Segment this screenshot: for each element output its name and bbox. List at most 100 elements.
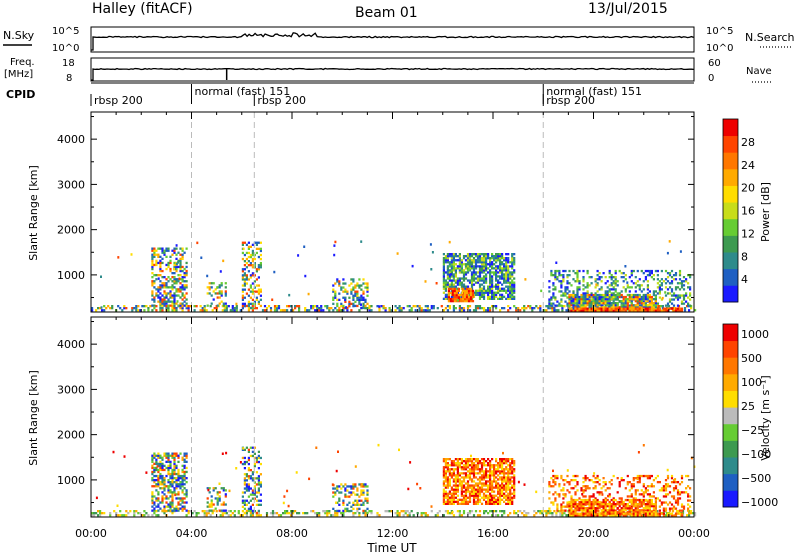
heatmap-cell — [257, 276, 260, 279]
heatmap-cell — [179, 497, 182, 500]
heatmap-cell — [491, 510, 494, 513]
heatmap-cell — [495, 472, 498, 475]
heatmap-cell — [167, 487, 170, 490]
heatmap-cell — [638, 498, 641, 502]
heatmap-cell — [509, 498, 512, 501]
heatmap-cell — [602, 309, 605, 312]
heatmap-cell — [470, 253, 474, 256]
heatmap-cell — [448, 474, 451, 477]
heatmap-cell — [229, 510, 232, 513]
heatmap-cell — [640, 503, 643, 506]
heatmap-cell — [505, 476, 508, 479]
heatmap-cell — [332, 302, 335, 305]
heatmap-cell — [269, 307, 273, 310]
heatmap-cell — [173, 302, 176, 305]
heatmap-cell — [674, 307, 678, 310]
heatmap-cell — [610, 282, 613, 285]
heatmap-cell — [598, 304, 601, 307]
heatmap-cell — [165, 460, 168, 463]
heatmap-cell — [545, 305, 548, 308]
heatmap-cell — [457, 293, 460, 297]
heatmap-cell — [364, 499, 367, 502]
heatmap-cell — [622, 505, 625, 508]
heatmap-cell — [499, 265, 502, 268]
heatmap-cell — [485, 291, 488, 294]
heatmap-cell — [255, 499, 258, 502]
heatmap-cell — [656, 292, 659, 295]
cpid-segment-label: rbsp 200 — [546, 94, 595, 107]
heatmap-cell — [670, 474, 674, 478]
heatmap-cell — [167, 307, 170, 310]
heatmap-cell — [352, 485, 355, 488]
heatmap-cell — [570, 499, 573, 502]
heatmap-cell — [480, 291, 484, 294]
heatmap-cell — [656, 302, 659, 305]
heatmap-cell — [358, 507, 361, 510]
heatmap-cell — [444, 484, 447, 487]
heatmap-cell — [485, 273, 488, 276]
heatmap-cell — [612, 302, 615, 305]
heatmap-cell — [338, 280, 341, 283]
heatmap-cell — [454, 490, 457, 493]
heatmap-cluster — [332, 483, 369, 515]
heatmap-cell — [450, 259, 453, 262]
heatmap-cell — [505, 482, 508, 485]
heatmap-cell — [517, 510, 520, 513]
heatmap-cell — [468, 279, 472, 282]
heatmap-cell — [594, 307, 597, 310]
heatmap-cell — [586, 269, 589, 273]
heatmap-cell — [243, 467, 246, 470]
heatmap-cell — [640, 269, 643, 273]
heatmap-cell — [580, 293, 583, 297]
heatmap-cell — [171, 296, 174, 299]
heatmap-cell — [161, 483, 164, 486]
heatmap-cell — [358, 503, 361, 506]
heatmap-cell — [558, 302, 561, 305]
heatmap-cell — [231, 305, 234, 308]
heatmap-cell — [446, 283, 449, 286]
heatmap-cell — [511, 285, 514, 288]
heatmap-cell — [628, 298, 631, 301]
heatmap-cell — [482, 476, 486, 479]
heatmap-cell — [482, 492, 486, 495]
heatmap-cell — [553, 307, 556, 310]
heatmap-cell — [507, 502, 510, 505]
heatmap-cell — [646, 485, 649, 488]
heatmap-cell — [334, 290, 337, 293]
heatmap-cell — [515, 512, 518, 515]
heatmap-cell — [457, 287, 460, 291]
heatmap-cell — [179, 304, 182, 307]
heatmap-cell — [493, 257, 496, 260]
heatmap-cell — [616, 298, 619, 301]
heatmap-cell — [487, 271, 490, 274]
heatmap-cell — [680, 503, 684, 506]
heatmap-cell — [151, 261, 154, 265]
heatmap-cell — [354, 294, 357, 297]
heatmap-cell — [336, 509, 339, 513]
heatmap-cell — [167, 468, 170, 472]
heatmap-cell — [487, 496, 490, 499]
heatmap-cell — [620, 509, 623, 512]
heatmap-cell — [632, 306, 635, 309]
heatmap-cell — [259, 483, 262, 486]
heatmap-cell — [442, 257, 445, 260]
heatmap-cell — [646, 500, 649, 504]
heatmap-cell — [265, 307, 269, 310]
heatmap-cell — [454, 484, 457, 487]
heatmap-cell — [558, 495, 561, 498]
heatmap-cell — [334, 511, 337, 515]
heatmap-cell — [554, 497, 557, 500]
heatmap-cell — [151, 304, 154, 307]
heatmap-cell — [342, 485, 345, 488]
heatmap-cell — [468, 263, 472, 266]
heatmap-cell — [555, 512, 558, 515]
heatmap-cell — [449, 298, 452, 301]
heatmap-cell — [596, 298, 599, 301]
heatmap-cell — [560, 290, 563, 293]
heatmap-cell — [658, 481, 661, 484]
heatmap-cell — [456, 498, 459, 501]
heatmap-cell — [159, 468, 162, 472]
heatmap-cell — [145, 305, 148, 308]
heatmap-cell — [376, 514, 379, 517]
heatmap-cell — [501, 460, 504, 463]
